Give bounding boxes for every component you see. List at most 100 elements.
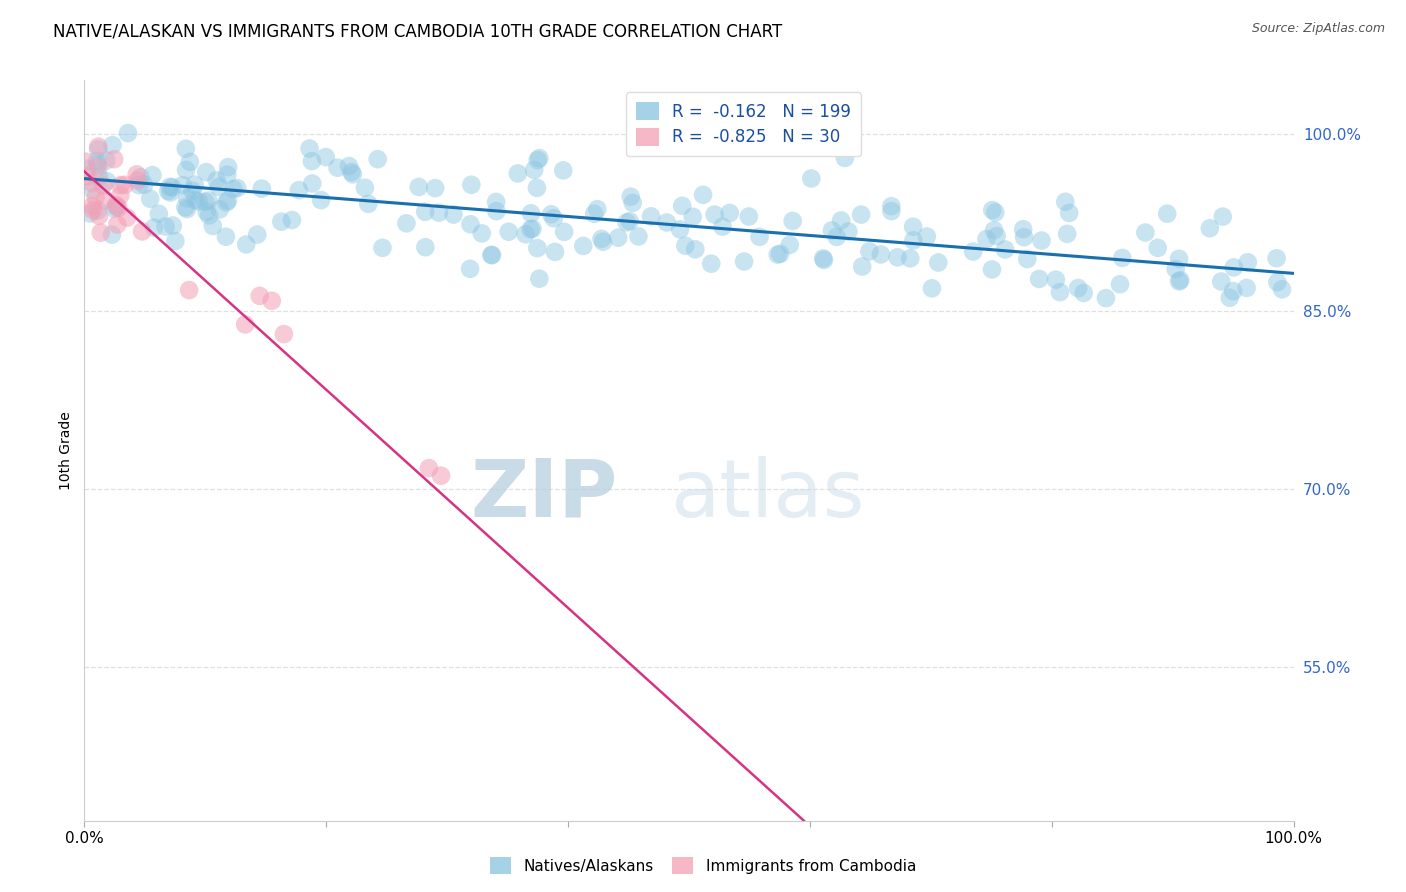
Point (217, 160, 239, 174)
Point (114, 178, 136, 192)
Point (460, 217, 482, 231)
Point (427, 205, 450, 219)
Point (288, 183, 311, 197)
Point (800, 171, 823, 186)
Point (983, 223, 1005, 237)
Point (1168, 274, 1191, 288)
Point (692, 187, 714, 202)
Point (655, 215, 678, 229)
Point (101, 138, 124, 153)
Point (233, 318, 256, 332)
Point (886, 251, 908, 265)
Point (86, 154, 108, 169)
Point (340, 165, 363, 179)
Point (685, 242, 707, 256)
Point (141, 168, 163, 182)
Point (79, 206, 101, 220)
Point (143, 220, 166, 235)
Point (174, 163, 197, 178)
Point (187, 194, 209, 209)
Point (395, 216, 418, 230)
Point (371, 241, 394, 255)
Point (458, 261, 481, 276)
Point (183, 178, 205, 192)
Point (671, 199, 693, 213)
Point (981, 262, 1004, 277)
Point (75, 154, 97, 169)
Point (172, 178, 194, 192)
Point (927, 255, 949, 269)
Point (621, 195, 644, 210)
Point (84, 190, 107, 204)
Point (1156, 207, 1178, 221)
Point (408, 180, 430, 194)
Point (129, 170, 152, 185)
Point (1067, 281, 1090, 295)
Legend: R =  -0.162   N = 199, R =  -0.825   N = 30: R = -0.162 N = 199, R = -0.825 N = 30 (626, 92, 860, 156)
Point (711, 219, 734, 234)
Point (105, 218, 128, 232)
Point (159, 186, 181, 200)
Point (162, 180, 184, 194)
Point (298, 142, 321, 156)
Point (80, 176, 103, 190)
Point (101, 227, 124, 242)
Point (1223, 260, 1246, 275)
Point (157, 184, 180, 198)
Point (273, 327, 295, 342)
Point (201, 219, 224, 233)
Point (148, 207, 170, 221)
Point (851, 260, 873, 274)
Point (572, 239, 595, 253)
Point (91, 178, 114, 193)
Point (125, 168, 148, 182)
Point (766, 247, 789, 261)
Point (526, 241, 548, 255)
Point (315, 150, 337, 164)
Point (1045, 273, 1067, 287)
Point (367, 152, 389, 166)
Point (553, 225, 575, 239)
Point (1012, 230, 1035, 244)
Point (485, 194, 508, 209)
Point (309, 193, 332, 207)
Point (418, 461, 440, 475)
Point (849, 208, 872, 222)
Point (1109, 277, 1132, 292)
Point (984, 205, 1007, 219)
Point (87, 160, 110, 174)
Point (176, 191, 198, 205)
Point (1168, 273, 1191, 287)
Point (616, 215, 638, 229)
Point (1219, 291, 1241, 305)
Point (443, 208, 465, 222)
Point (718, 206, 741, 220)
Point (155, 219, 177, 234)
Point (506, 166, 529, 180)
Point (87, 139, 110, 153)
Point (962, 244, 984, 259)
Point (159, 180, 181, 194)
Point (1012, 222, 1035, 236)
Point (215, 195, 238, 210)
Point (544, 244, 567, 259)
Point (195, 165, 218, 179)
Point (117, 126, 139, 140)
Point (1017, 252, 1039, 266)
Point (592, 235, 614, 249)
Point (779, 238, 801, 252)
Point (337, 159, 360, 173)
Point (1135, 226, 1157, 240)
Point (103, 202, 125, 216)
Point (208, 202, 231, 217)
Point (87, 203, 110, 218)
Point (87, 169, 110, 184)
Point (413, 204, 436, 219)
Point (607, 230, 630, 244)
Point (250, 181, 273, 195)
Point (1095, 291, 1118, 305)
Point (1236, 281, 1258, 295)
Point (976, 232, 998, 246)
Point (96, 153, 118, 168)
Point (485, 204, 508, 219)
